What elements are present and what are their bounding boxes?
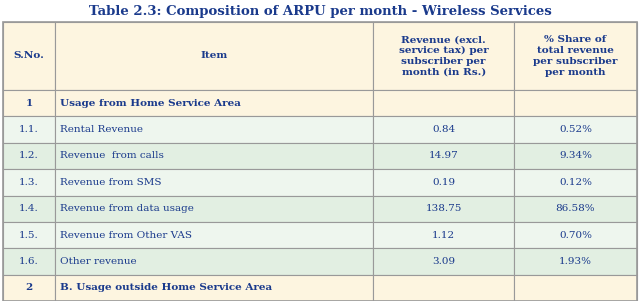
Text: 1.2.: 1.2. [19,151,39,160]
Text: 0.84: 0.84 [432,125,455,134]
Bar [55,90,373,116]
Bar [373,248,514,275]
Text: % Share of
total revenue
per subscriber
per month: % Share of total revenue per subscriber … [533,36,618,77]
Text: 86.58%: 86.58% [556,204,595,213]
Bar [3,275,55,301]
Bar [373,90,514,116]
Bar [55,116,373,143]
Text: Usage from Home Service Area: Usage from Home Service Area [60,99,241,108]
Bar [514,196,637,222]
Bar [373,196,514,222]
Bar [514,222,637,248]
Bar [55,222,373,248]
Text: 0.19: 0.19 [432,178,455,187]
Bar [3,90,55,116]
Bar [514,143,637,169]
Bar [514,275,637,301]
Text: Item: Item [200,51,228,61]
Text: Rental Revenue: Rental Revenue [60,125,143,134]
Bar [3,248,55,275]
Text: 1.93%: 1.93% [559,257,592,266]
Bar [373,22,514,90]
Text: 0.70%: 0.70% [559,231,592,240]
Text: 9.34%: 9.34% [559,151,592,160]
Text: 1.4.: 1.4. [19,204,39,213]
Bar [514,22,637,90]
Text: Revenue from data usage: Revenue from data usage [60,204,194,213]
Bar [3,116,55,143]
Text: 1: 1 [26,99,33,108]
Text: Revenue from Other VAS: Revenue from Other VAS [60,231,192,240]
Bar [373,143,514,169]
Bar [3,22,55,90]
Text: 2: 2 [26,283,33,292]
Bar [373,275,514,301]
Bar [373,116,514,143]
Bar [3,143,55,169]
Bar [55,275,373,301]
Text: Table 2.3: Composition of ARPU per month - Wireless Services: Table 2.3: Composition of ARPU per month… [88,5,552,17]
Bar [55,22,373,90]
Text: 1.12: 1.12 [432,231,455,240]
Bar [514,90,637,116]
Bar [55,196,373,222]
Text: Revenue  from calls: Revenue from calls [60,151,164,160]
Bar [373,222,514,248]
Bar [514,116,637,143]
Text: 138.75: 138.75 [426,204,462,213]
Bar [55,143,373,169]
Bar [55,248,373,275]
Text: 14.97: 14.97 [429,151,458,160]
Text: 3.09: 3.09 [432,257,455,266]
Bar [3,169,55,196]
Bar [3,222,55,248]
Text: 1.1.: 1.1. [19,125,39,134]
Bar [3,196,55,222]
Text: Other revenue: Other revenue [60,257,136,266]
Text: 1.3.: 1.3. [19,178,39,187]
Bar [373,169,514,196]
Text: B. Usage outside Home Service Area: B. Usage outside Home Service Area [60,283,272,292]
Bar [514,248,637,275]
Text: Revenue (excl.
service tax) per
subscriber per
month (in Rs.): Revenue (excl. service tax) per subscrib… [399,35,488,77]
Bar [514,169,637,196]
Text: 0.12%: 0.12% [559,178,592,187]
Text: 1.6.: 1.6. [19,257,39,266]
Text: 1.5.: 1.5. [19,231,39,240]
Text: Revenue from SMS: Revenue from SMS [60,178,161,187]
Bar [55,169,373,196]
Text: S.No.: S.No. [13,51,44,61]
Text: 0.52%: 0.52% [559,125,592,134]
